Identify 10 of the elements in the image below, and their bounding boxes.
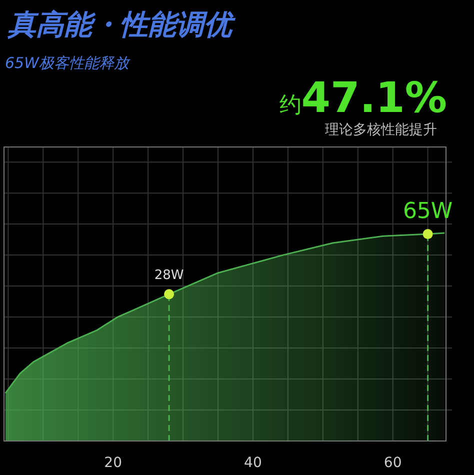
chart-title: 真高能・性能调优 <box>7 8 236 41</box>
annotation: 65W <box>402 199 453 224</box>
text: 理论多核性能提升 <box>325 122 437 138</box>
annotation: 28W <box>154 268 184 284</box>
x-tick-label: 40 <box>244 455 262 471</box>
x-tick-label: 20 <box>104 455 122 471</box>
text: 约 <box>279 93 302 118</box>
text: 47.1% <box>301 73 447 122</box>
chart-subtitle: 65W极客性能释放 <box>5 54 131 72</box>
x-tick-label: 60 <box>384 455 402 471</box>
